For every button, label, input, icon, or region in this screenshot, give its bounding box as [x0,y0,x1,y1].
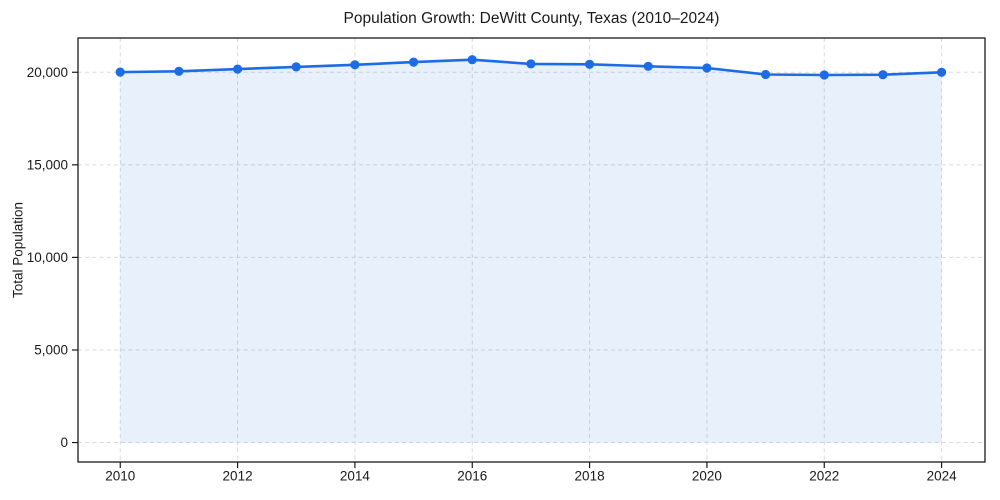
data-point-2011 [174,66,184,76]
y-tick-label: 0 [60,435,68,450]
data-point-2023 [878,70,888,80]
data-point-2010 [115,67,125,77]
x-tick-label: 2018 [575,469,605,484]
data-point-2017 [526,59,536,69]
y-tick-label: 15,000 [27,157,68,172]
y-tick-label: 5,000 [34,342,68,357]
y-tick-label: 20,000 [27,65,68,80]
x-tick-label: 2020 [692,469,722,484]
x-tick-label: 2010 [105,469,135,484]
x-tick-label: 2014 [340,469,371,484]
y-tick-label: 10,000 [27,250,68,265]
x-tick-label: 2012 [223,469,253,484]
data-point-2015 [409,57,419,67]
data-point-2018 [585,59,595,69]
data-point-2019 [643,61,653,71]
area-fill [120,59,942,443]
data-point-2013 [291,62,301,72]
x-tick-label: 2024 [927,469,958,484]
data-point-2021 [761,69,771,80]
data-point-2020 [702,63,712,73]
data-point-2016 [467,55,477,65]
data-point-2012 [233,64,243,74]
x-tick-label: 2016 [457,469,487,484]
data-point-2024 [937,67,947,77]
data-point-2022 [819,70,829,80]
x-tick-label: 2022 [809,469,839,484]
chart-title: Population Growth: DeWitt County, Texas … [343,10,720,27]
plot-border [77,37,986,463]
data-point-2014 [350,60,360,70]
